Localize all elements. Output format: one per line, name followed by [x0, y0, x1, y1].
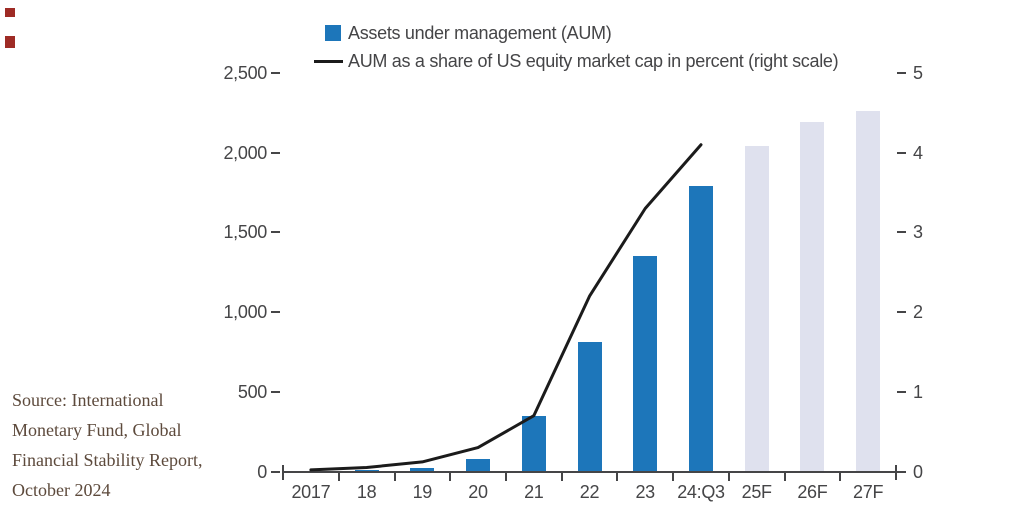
- source-line: Financial Stability Report,: [12, 450, 203, 470]
- y-axis-label-left: 1,500: [223, 222, 267, 243]
- source-line: Source: International: [12, 390, 164, 410]
- x-axis-label-24q3: 24:Q3: [677, 482, 725, 502]
- y-axis-tick-right-icon: [897, 311, 906, 314]
- y-axis-label-left: 2,500: [223, 63, 267, 83]
- y-axis-tick-left-icon: [271, 390, 280, 393]
- x-axis-label-26f: 26F: [797, 482, 828, 502]
- source-line: Monetary Fund, Global: [12, 420, 182, 440]
- x-axis-tick-icon: [560, 472, 563, 481]
- bar-24q3: [689, 186, 713, 472]
- x-axis-label-27f: 27F: [853, 482, 884, 502]
- x-axis-label-18: 18: [356, 482, 377, 502]
- y-axis-tick-right-icon: [897, 470, 906, 473]
- y-axis-label-right: 0: [913, 461, 923, 482]
- y-axis-label-left: 0: [257, 461, 267, 482]
- y-axis-tick-left-icon: [271, 72, 280, 74]
- x-axis-label-19: 19: [412, 482, 433, 502]
- x-axis-tick-icon: [282, 464, 284, 480]
- x-axis-tick-icon: [449, 472, 452, 481]
- bar-26f: [800, 122, 825, 472]
- legend-swatch-bar-icon: [325, 25, 341, 41]
- x-axis-label-25f: 25F: [741, 482, 772, 502]
- y-axis-label-left: 2,000: [223, 142, 267, 163]
- y-axis-tick-right-icon: [897, 231, 906, 234]
- red-marker-icon: [5, 8, 15, 17]
- bar-22: [577, 341, 602, 472]
- x-axis-label-23: 23: [635, 482, 655, 502]
- y-axis-label-right: 4: [913, 142, 923, 163]
- y-axis-tick-left-icon: [271, 311, 280, 314]
- x-axis-tick-icon: [504, 472, 507, 481]
- y-axis-label-right: 2: [913, 302, 923, 323]
- legend-item-share: AUM as a share of US equity market cap i…: [314, 47, 839, 75]
- bar-27f: [856, 111, 881, 472]
- x-axis-tick-icon: [393, 472, 396, 481]
- x-axis-tick-icon: [727, 472, 730, 481]
- y-axis-tick-right-icon: [897, 151, 906, 154]
- x-axis-tick-icon: [337, 472, 340, 481]
- source-line: October 2024: [12, 480, 111, 500]
- y-axis-label-right: 3: [913, 222, 923, 243]
- y-axis-tick-left-icon: [271, 231, 280, 234]
- legend-label-share: AUM as a share of US equity market cap i…: [348, 50, 839, 71]
- x-axis-tick-icon: [616, 472, 619, 481]
- y-axis-tick-right-icon: [897, 390, 906, 393]
- legend-swatch-line-icon: [314, 59, 343, 63]
- bar-21: [521, 415, 546, 472]
- x-axis-line: [283, 470, 896, 473]
- x-axis-tick-icon: [783, 472, 786, 481]
- x-axis-label-2017: 2017: [291, 482, 331, 502]
- y-axis-label-left: 1,000: [223, 302, 267, 323]
- x-axis-label-21: 21: [524, 482, 544, 502]
- x-axis-tick-icon: [895, 464, 897, 480]
- y-axis-tick-right-icon: [897, 72, 906, 74]
- y-axis-tick-left-icon: [271, 151, 280, 154]
- legend-item-aum: Assets under management (AUM): [314, 19, 838, 47]
- legend-label-aum: Assets under management (AUM): [348, 22, 612, 43]
- x-axis-tick-icon: [672, 472, 675, 481]
- red-marker-icon: [5, 36, 15, 48]
- x-axis-tick-icon: [839, 472, 842, 481]
- source-note: Source: International Monetary Fund, Glo…: [12, 385, 242, 505]
- chart-legend: Assets under management (AUM) AUM as a s…: [314, 19, 839, 75]
- y-axis-tick-left-icon: [271, 470, 280, 473]
- x-axis-label-20: 20: [468, 482, 488, 502]
- bar-25f: [744, 146, 769, 472]
- y-axis-label-right: 5: [913, 63, 923, 83]
- y-axis-label-left: 500: [237, 381, 267, 402]
- y-axis-label-right: 1: [913, 381, 923, 402]
- x-axis-label-22: 22: [579, 482, 600, 502]
- bar-23: [633, 255, 658, 472]
